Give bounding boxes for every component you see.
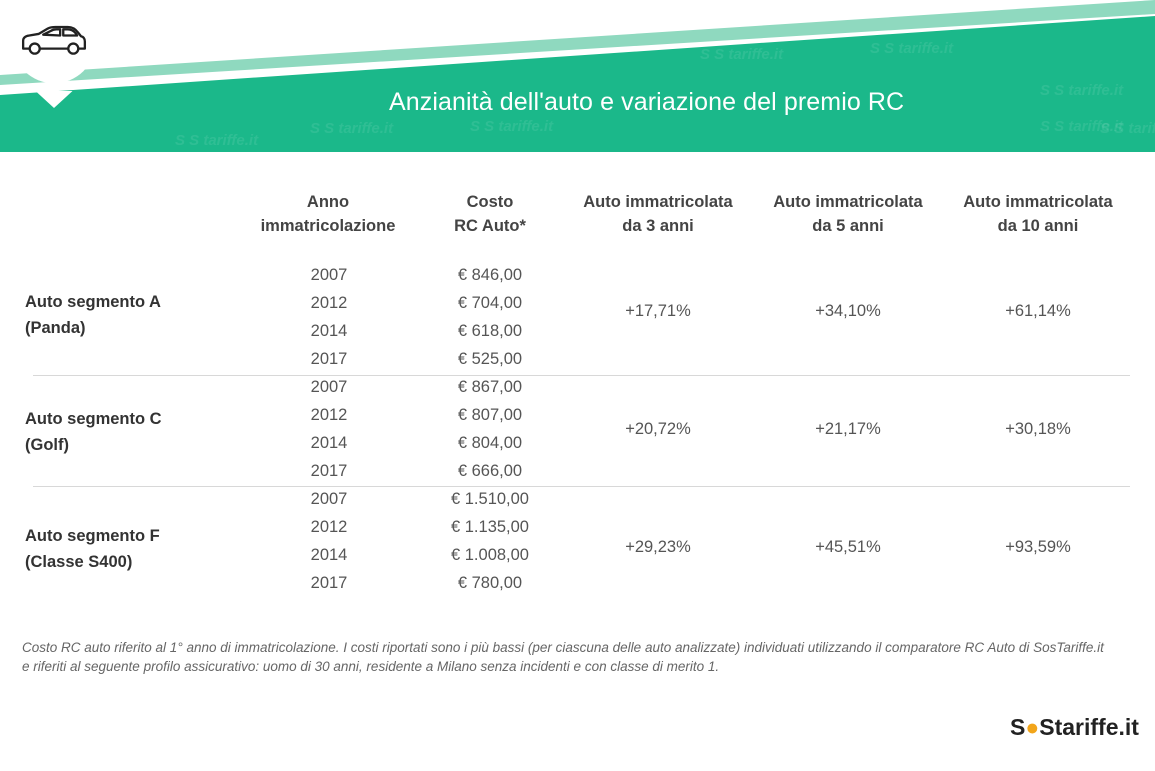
cost-cell: € 666,00 (457, 462, 523, 480)
variation-5y-cell: +34,10% (815, 302, 881, 320)
year-cell: 2014 (310, 434, 348, 452)
variation-5y-cell: +21,17% (815, 420, 881, 438)
banner-green-band (0, 16, 1155, 152)
segment-divider (33, 375, 1130, 376)
cost-cell: € 618,00 (457, 322, 523, 340)
header-banner: S S tariffe.it S S tariffe.it S S tariff… (0, 0, 1155, 170)
watermark-logo: S S tariffe.it (870, 40, 954, 57)
watermark-logo: S S tariffe.it (310, 120, 394, 137)
watermark-logo: S S tariffe.it (470, 118, 554, 135)
variation-5y-cell: +45,51% (815, 538, 881, 556)
watermark-logo: S S tariffe.it (1100, 120, 1155, 137)
variation-3y-cell: +29,23% (625, 538, 691, 556)
cost-cell: € 1.008,00 (451, 546, 529, 564)
segment-label: Auto segmento F (Classe S400) (25, 527, 160, 571)
variation-10y-cell: +30,18% (1005, 420, 1071, 438)
cost-cell: € 780,00 (457, 574, 523, 592)
footnote: Costo RC auto riferito al 1° anno di imm… (22, 640, 1104, 674)
cost-cell: € 807,00 (457, 406, 523, 424)
cost-cell: € 525,00 (457, 350, 523, 368)
banner-light-stripe (0, 0, 1155, 85)
col-header-3y: Auto immatricolata da 3 anni (583, 193, 733, 235)
banner-background (0, 0, 1155, 152)
year-cell: 2014 (310, 546, 348, 564)
year-cell: 2017 (310, 574, 348, 592)
variation-3y-cell: +17,71% (625, 302, 691, 320)
car-badge (12, 0, 96, 108)
cost-cell: € 704,00 (457, 294, 523, 312)
watermark-logo: S S tariffe.it (1040, 82, 1124, 99)
year-cell: 2014 (310, 322, 348, 340)
col-header-year: Anno immatricolazione (260, 193, 396, 235)
year-cell: 2012 (310, 294, 348, 312)
year-cell: 2007 (310, 266, 348, 284)
year-cell: 2007 (310, 490, 348, 508)
segment-label: Auto segmento A (Panda) (25, 293, 161, 337)
year-cell: 2017 (310, 350, 348, 368)
year-cell: 2012 (310, 406, 348, 424)
year-cell: 2007 (310, 378, 348, 396)
variation-10y-cell: +61,14% (1005, 302, 1071, 320)
watermark-logo: S S tariffe.it (700, 46, 784, 63)
year-cell: 2017 (310, 462, 348, 480)
col-header-cost: Costo RC Auto* (454, 193, 526, 235)
col-header-10y: Auto immatricolata da 10 anni (963, 193, 1113, 235)
watermark-logo: S S tariffe.it (1040, 118, 1124, 135)
car-icon (21, 25, 87, 55)
cost-cell: € 846,00 (457, 266, 523, 284)
col-header-5y: Auto immatricolata da 5 anni (773, 193, 923, 235)
cost-cell: € 867,00 (457, 378, 523, 396)
segment-label: Auto segmento C (Golf) (25, 410, 162, 454)
cost-cell: € 804,00 (457, 434, 523, 452)
watermark-logo: S S tariffe.it (175, 132, 259, 149)
year-cell: 2012 (310, 518, 348, 536)
variation-10y-cell: +93,59% (1005, 538, 1071, 556)
page-title: Anzianità dell'auto e variazione del pre… (389, 88, 905, 116)
variation-3y-cell: +20,72% (625, 420, 691, 438)
cost-cell: € 1.510,00 (451, 490, 529, 508)
brand-logo: S●Stariffe.it (1010, 714, 1139, 740)
segment-divider (33, 486, 1130, 487)
cost-cell: € 1.135,00 (451, 518, 529, 536)
